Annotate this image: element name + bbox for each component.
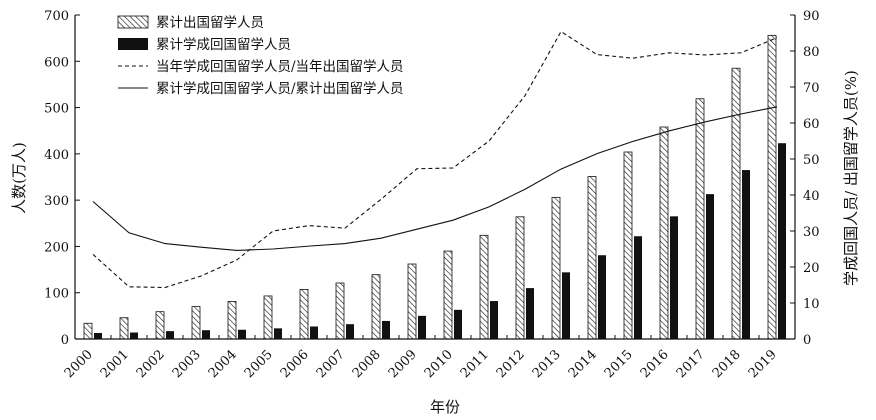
y-tick-label: 700 [44, 9, 69, 24]
x-tick-label: 2013 [530, 347, 564, 381]
y2-tick-label: 60 [803, 117, 820, 132]
bar-cumulative-abroad [155, 311, 165, 340]
y-tick-label: 500 [44, 102, 69, 117]
x-tick-label: 2009 [386, 347, 420, 381]
y2-tick-label: 30 [803, 225, 820, 240]
bar-cumulative-abroad [407, 263, 417, 340]
y-tick-label: 200 [44, 240, 69, 255]
bar-cumulative-returned [418, 315, 426, 339]
x-tick-label: 2011 [458, 347, 492, 381]
legend-item: 当年学成回国留学人员/当年出国留学人员 [118, 59, 404, 75]
y2-tick-label: 50 [803, 153, 820, 168]
legend: 累计出国留学人员累计学成回国留学人员当年学成回国留学人员/当年出国留学人员累计学… [117, 15, 404, 97]
bar-cumulative-abroad [623, 151, 633, 340]
legend-label: 累计学成回国留学人员 [156, 37, 291, 53]
bar-cumulative-returned [526, 288, 534, 339]
bar-cumulative-returned [94, 332, 102, 339]
x-tick-label: 2008 [350, 347, 384, 381]
bar-cumulative-abroad [767, 34, 777, 340]
bar-cumulative-abroad [695, 98, 705, 340]
legend-item: 累计学成回国留学人员/累计出国留学人员 [118, 81, 404, 97]
legend-label: 累计出国留学人员 [156, 15, 264, 31]
y2-tick-label: 80 [803, 45, 820, 60]
bar-cumulative-returned [742, 170, 750, 339]
bar-cumulative-abroad [83, 322, 93, 340]
bar-cumulative-returned [490, 301, 498, 339]
bar-cumulative-returned [274, 328, 282, 339]
x-tick-label: 2006 [278, 347, 312, 381]
legend-swatch [118, 38, 148, 50]
x-tick-label: 2016 [638, 347, 672, 381]
bar-cumulative-abroad [263, 295, 273, 340]
legend-item: 累计学成回国留学人员 [118, 37, 291, 53]
bar-cumulative-abroad [119, 317, 129, 340]
legend-swatch [117, 15, 149, 29]
bar-cumulative-abroad [515, 216, 525, 340]
y2-tick-label: 40 [803, 189, 820, 204]
bar-cumulative-abroad [587, 176, 597, 340]
bar-cumulative-returned [346, 324, 354, 339]
y-tick-label: 400 [44, 148, 69, 163]
bar-cumulative-abroad [371, 274, 381, 340]
line-cumulative-return-ratio [92, 106, 778, 251]
x-tick-label: 2007 [314, 347, 348, 381]
legend-label: 当年学成回国留学人员/当年出国留学人员 [156, 59, 404, 75]
bar-cumulative-returned [778, 143, 786, 339]
x-tick-label: 2010 [422, 347, 456, 381]
x-tick-label: 2001 [98, 347, 132, 381]
bar-cumulative-abroad [227, 301, 237, 340]
bar-cumulative-returned [562, 272, 570, 339]
plot-area [83, 30, 786, 340]
bar-cumulative-returned [130, 332, 138, 339]
bar-cumulative-abroad [479, 234, 489, 340]
bar-cumulative-returned [634, 236, 642, 339]
y-axis-right: 0 10 20 30 40 50 60 70 80 90 [790, 9, 820, 348]
y-axis-left: 0 100 200 300 400 500 600 700 [44, 9, 80, 348]
y2-tick-label: 70 [803, 81, 820, 96]
y-tick-label: 300 [44, 194, 69, 209]
x-tick-label: 2004 [206, 347, 240, 381]
x-axis-label: 年份 [430, 398, 460, 416]
y-tick-label: 100 [44, 287, 69, 302]
y-tick-label: 0 [61, 333, 69, 348]
bar-cumulative-abroad [659, 126, 669, 340]
x-axis: 2000 2001 2002 2003 2004 2005 2006 2007 2008 2009… [62, 335, 795, 381]
x-tick-label: 2005 [242, 347, 276, 381]
bar-cumulative-returned [706, 194, 714, 339]
bar-cumulative-returned [238, 329, 246, 339]
x-tick-label: 2019 [746, 347, 780, 381]
bar-cumulative-returned [598, 255, 606, 339]
legend-label: 累计学成回国留学人员/累计出国留学人员 [156, 81, 404, 97]
x-tick-label: 2017 [674, 347, 708, 381]
y2-tick-label: 20 [803, 261, 820, 276]
bar-cumulative-abroad [731, 67, 741, 340]
y2-tick-label: 10 [803, 297, 820, 312]
bar-cumulative-returned [454, 309, 462, 339]
bar-cumulative-abroad [335, 282, 345, 340]
x-tick-label: 2002 [134, 347, 168, 381]
y-axis-label: 人数(万人) [10, 142, 28, 214]
bar-cumulative-abroad [299, 289, 309, 340]
y2-tick-label: 0 [803, 333, 811, 348]
x-tick-label: 2018 [710, 347, 744, 381]
y2-tick-label: 90 [803, 9, 820, 24]
x-tick-label: 2015 [602, 347, 636, 381]
legend-item: 累计出国留学人员 [117, 15, 264, 31]
y-tick-label: 600 [44, 55, 69, 70]
bar-cumulative-returned [202, 330, 210, 339]
bar-cumulative-abroad [551, 196, 561, 340]
x-tick-label: 2000 [62, 347, 96, 381]
y2-axis-label: 学成回国人员/ 出国留学人员(%) [842, 70, 860, 286]
x-tick-label: 2012 [494, 347, 528, 381]
bar-cumulative-returned [166, 331, 174, 339]
bar-cumulative-abroad [443, 250, 453, 340]
x-tick-label: 2003 [170, 347, 204, 381]
bar-cumulative-returned [310, 326, 318, 339]
x-tick-label: 2014 [566, 347, 600, 381]
bar-cumulative-abroad [191, 306, 201, 340]
bar-cumulative-returned [382, 320, 390, 339]
line-annual-return-ratio [92, 30, 778, 289]
bar-cumulative-returned [670, 216, 678, 339]
